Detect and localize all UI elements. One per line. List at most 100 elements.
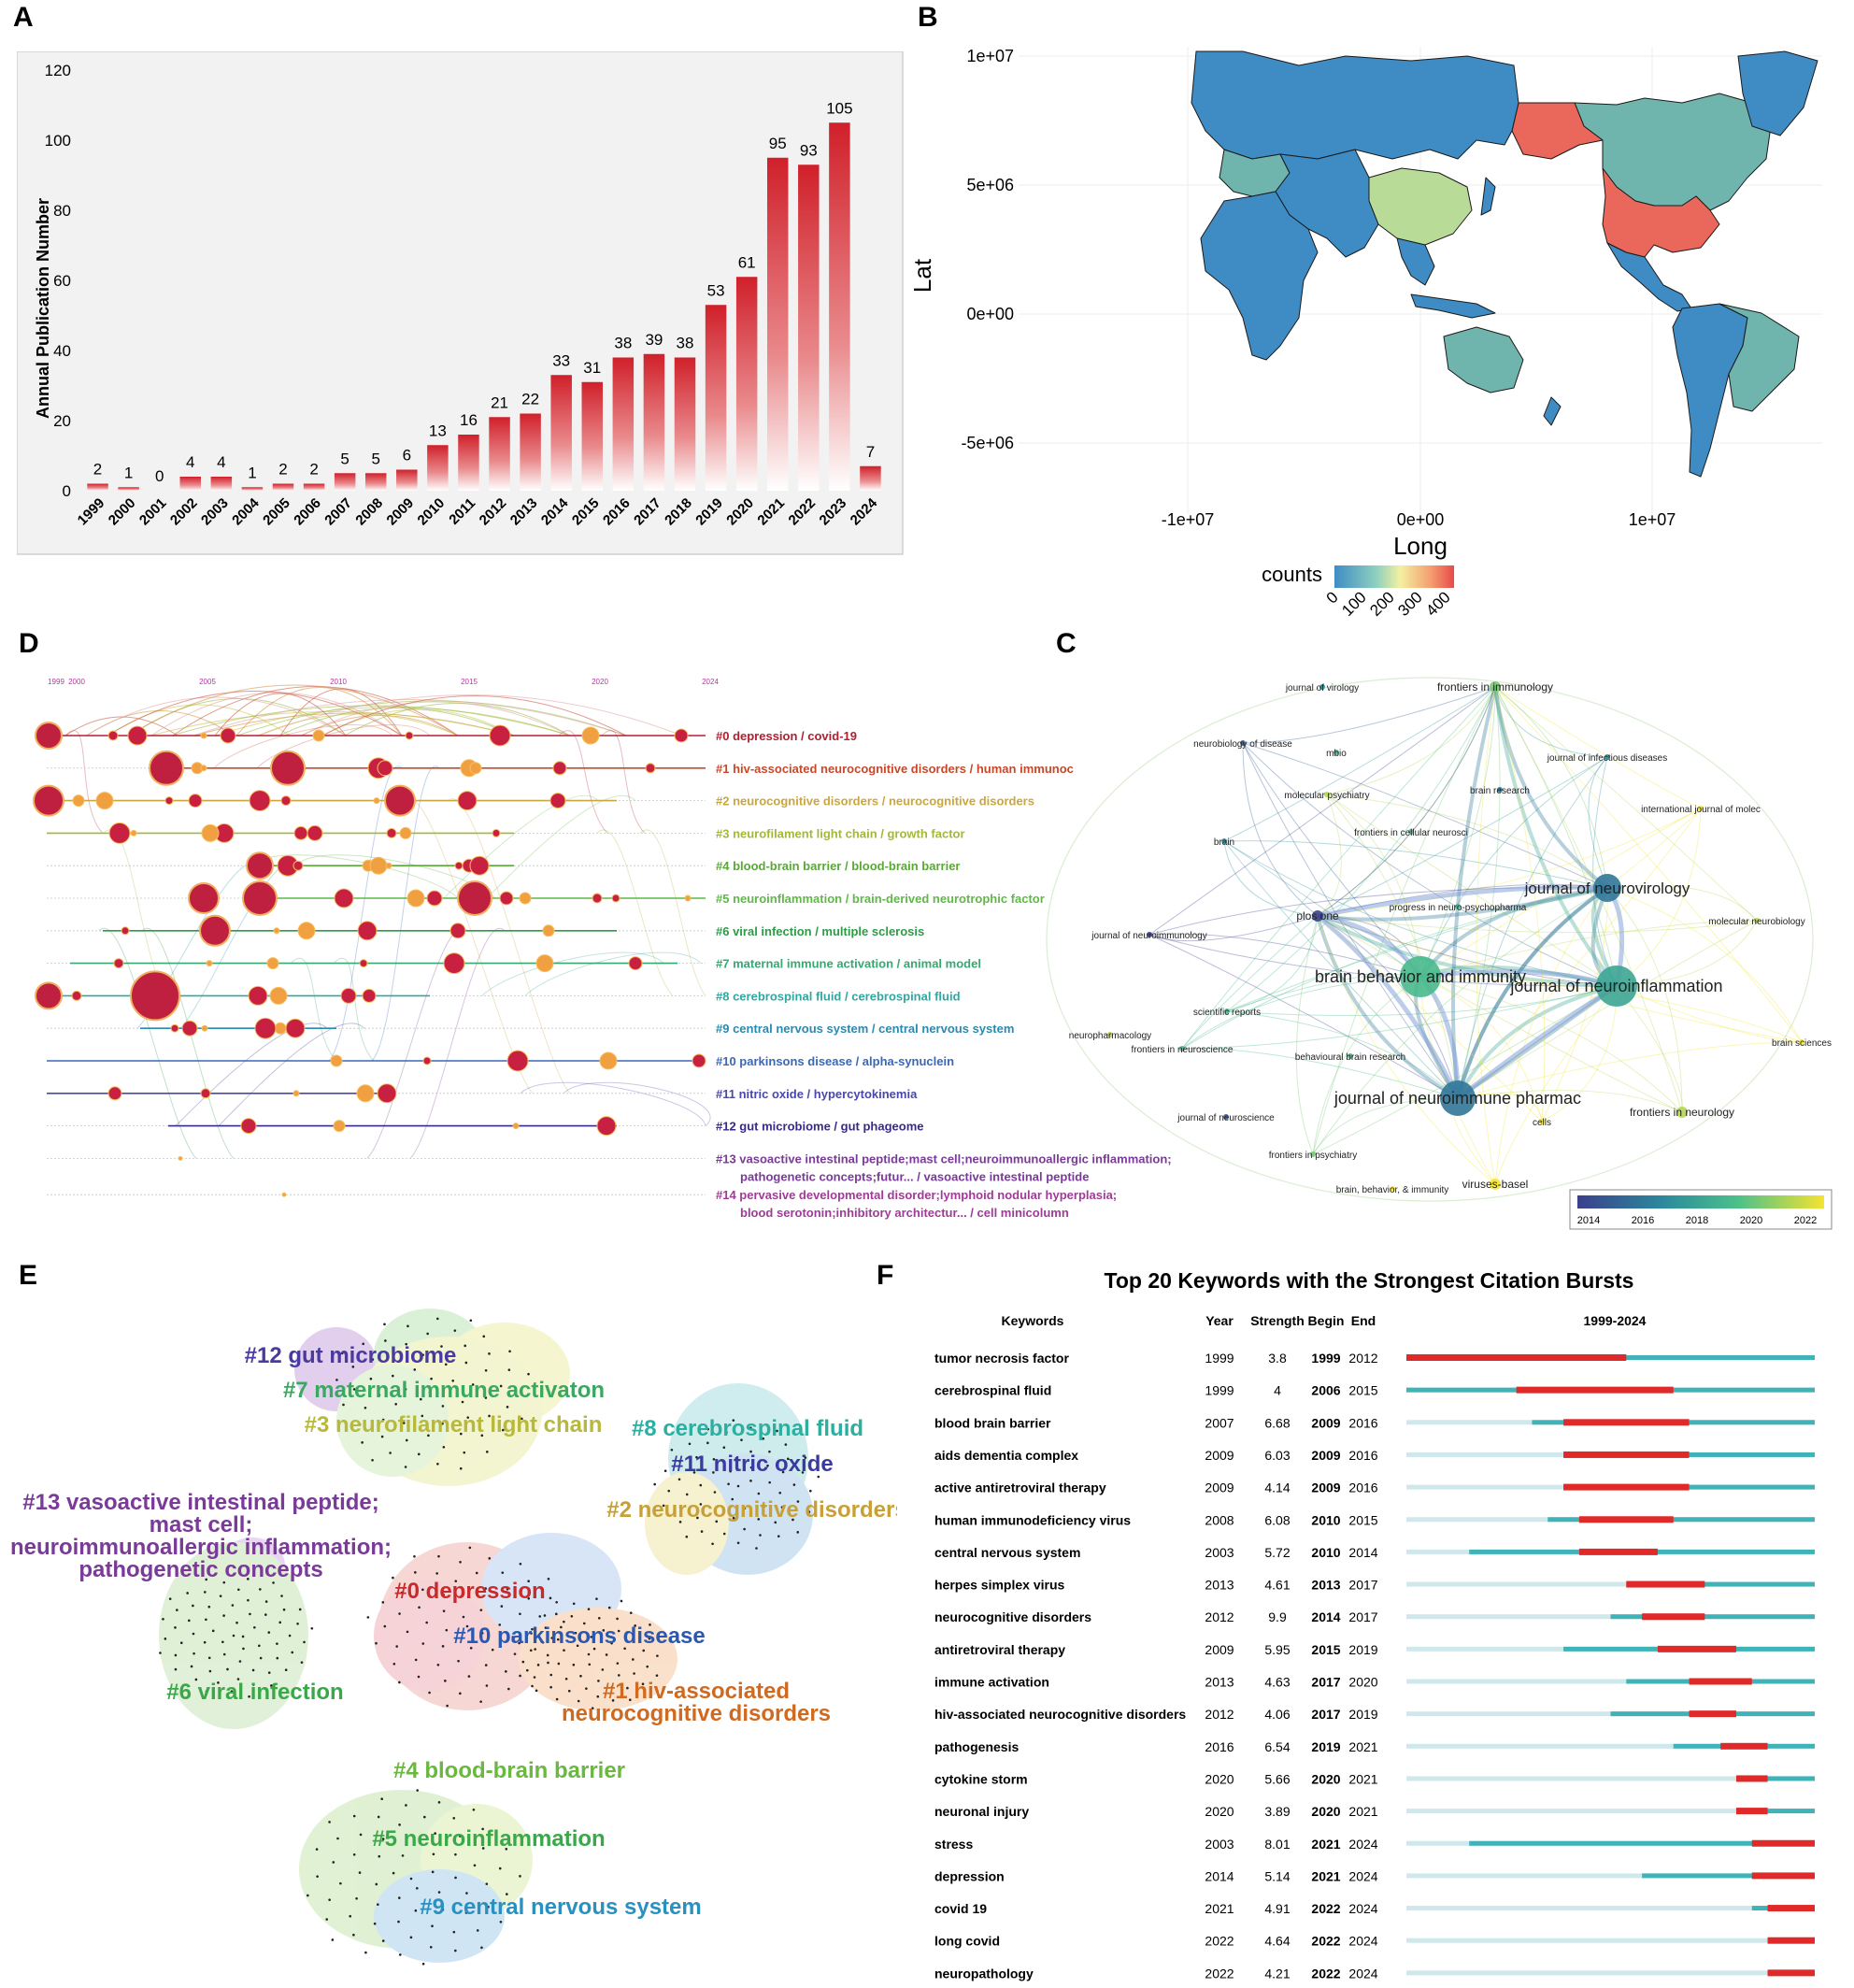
- keyword-node-dot: [402, 1422, 406, 1424]
- network-node-label: scientific reports: [1193, 1008, 1261, 1018]
- keyword-node-dot: [757, 1492, 761, 1495]
- network-node: [1596, 965, 1637, 1007]
- bar-2022: [798, 164, 820, 491]
- timeline-node: [334, 888, 354, 908]
- keyword-node-dot: [577, 1699, 580, 1703]
- keyword-node-dot: [776, 1429, 778, 1433]
- keyword-node-dot: [463, 1451, 466, 1454]
- keyword-node-dot: [437, 1891, 441, 1894]
- region-africa: [1200, 191, 1319, 361]
- keyword-node-dot: [642, 1649, 646, 1652]
- burst-year: 2013: [1205, 1675, 1234, 1690]
- network-edge: [1494, 686, 1683, 1113]
- keyword-node-dot: [549, 1685, 552, 1689]
- keyword-node-dot: [452, 1930, 456, 1934]
- keyword-node-dot: [602, 1629, 606, 1632]
- keyword-node-dot: [203, 1591, 207, 1594]
- keyword-node-dot: [315, 1848, 319, 1851]
- map-legend-colorbar: [1334, 565, 1454, 588]
- burst-keyword: pathogenesis: [934, 1739, 1019, 1754]
- keyword-node-dot: [242, 1647, 245, 1651]
- keyword-node-dot: [481, 1827, 484, 1831]
- keyword-node-dot: [544, 1626, 548, 1629]
- timeline-link: [481, 951, 664, 996]
- keyword-node-dot: [442, 1593, 445, 1596]
- network-node: [1408, 829, 1414, 835]
- network-node-label: viruses-basel: [1462, 1178, 1529, 1191]
- keyword-node-dot: [219, 1595, 222, 1597]
- keyword-node-dot: [567, 1708, 570, 1711]
- cluster-label-14-line2: blood serotonin;inhibitory architectur..…: [740, 1206, 1069, 1220]
- keyword-node-dot: [222, 1652, 226, 1656]
- keyword-node-dot: [298, 1608, 302, 1611]
- keyword-node-dot: [451, 1379, 455, 1382]
- keyword-node-dot: [546, 1653, 549, 1657]
- network-edge: [1317, 756, 1608, 917]
- map-legend-tick-200: 200: [1366, 588, 1397, 619]
- timeline-link: [333, 957, 375, 1062]
- network-edge: [1223, 840, 1608, 889]
- network-edge: [1457, 1041, 1803, 1099]
- network-node: [1221, 838, 1227, 844]
- timeline-hub-node: [384, 784, 416, 817]
- network-node-label: frontiers in neurology: [1630, 1106, 1734, 1119]
- keyword-node-dot: [587, 1608, 591, 1610]
- keyword-node-dot: [452, 1816, 456, 1820]
- keyword-node-dot: [421, 1962, 425, 1966]
- keyword-node-dot: [480, 1632, 484, 1635]
- keyword-node-dot: [518, 1641, 521, 1645]
- keyword-node-dot: [473, 1864, 477, 1867]
- network-edge: [1326, 794, 1608, 889]
- keyword-node-dot: [226, 1667, 229, 1671]
- keyword-node-dot: [176, 1609, 178, 1611]
- cluster-label-7: #7 maternal immune activation / animal m…: [716, 957, 981, 971]
- keyword-node-dot: [416, 1887, 419, 1890]
- keyword-node-dot: [406, 1324, 409, 1328]
- timeline-hub-node: [199, 914, 231, 947]
- timeline-node: [292, 1090, 300, 1097]
- cluster-timeline-chart: 1999 2000 2005 2010 2015 2020 2024 #0 depressi…: [33, 678, 1172, 1220]
- keyword-node-dot: [722, 1532, 726, 1536]
- keyword-node-dot: [749, 1426, 752, 1429]
- keyword-node-dot: [397, 1896, 401, 1899]
- keyword-node-dot: [442, 1609, 446, 1612]
- burst-strength: 3.89: [1264, 1804, 1290, 1819]
- network-edge: [1181, 985, 1618, 1050]
- keyword-node-dot: [501, 1428, 505, 1432]
- keyword-node-dot: [276, 1656, 279, 1660]
- keyword-node-dot: [501, 1571, 505, 1574]
- keyword-node-dot: [414, 1658, 418, 1662]
- network-node: [1539, 1119, 1545, 1124]
- keyword-node-dot: [420, 1397, 422, 1401]
- keyword-node-dot: [595, 1597, 598, 1600]
- network-edge: [1316, 915, 1460, 1100]
- bar-2010: [427, 445, 449, 491]
- keyword-node-dot: [430, 1377, 433, 1380]
- region-usa: [1602, 167, 1720, 258]
- keyword-node-dot: [421, 1353, 425, 1356]
- timeline-node: [645, 763, 656, 774]
- keyword-node-dot: [280, 1595, 283, 1597]
- network-edge: [1295, 915, 1319, 1155]
- timeline-arc: [128, 684, 459, 737]
- keyword-node-dot: [695, 1455, 698, 1459]
- keyword-node-dot: [459, 1466, 463, 1470]
- keyword-node-dot: [749, 1450, 752, 1453]
- timeline-arc: [107, 691, 403, 737]
- network-node: [1324, 792, 1330, 797]
- bar-value-label: 21: [491, 393, 508, 411]
- network-edge: [1606, 808, 1702, 889]
- keyword-node-dot: [736, 1541, 740, 1545]
- bar-2020: [735, 277, 758, 491]
- network-node: [1593, 874, 1621, 902]
- keyword-node-dot: [572, 1602, 576, 1606]
- burst-strength: 6.68: [1264, 1415, 1290, 1430]
- timeline-node: [307, 824, 323, 841]
- keyword-node-dot: [480, 1434, 484, 1437]
- bar-value-label: 2: [278, 461, 287, 479]
- keyword-node-dot: [670, 1448, 674, 1452]
- keyword-node-dot: [808, 1489, 812, 1493]
- timeline-link: [524, 951, 702, 996]
- burst-red-bar: [1642, 1613, 1705, 1621]
- bar-value-label: 4: [186, 453, 194, 471]
